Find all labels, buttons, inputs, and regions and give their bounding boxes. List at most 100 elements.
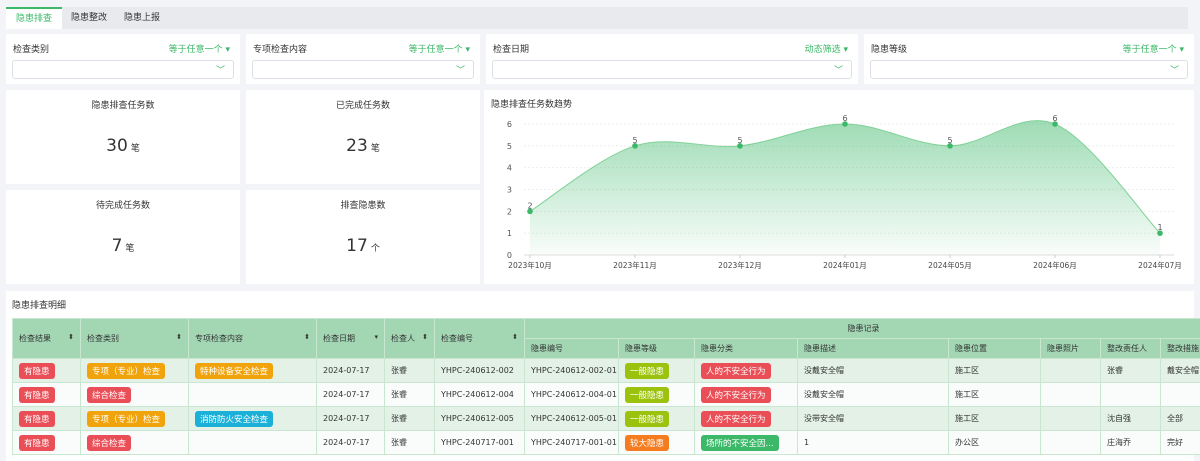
- filter-mode-dropdown[interactable]: 等于任意一个 ▾: [409, 42, 470, 55]
- inspector-cell: 张睿: [385, 431, 435, 455]
- stat-value: 17: [346, 236, 368, 256]
- location-cell: 施工区: [949, 383, 1041, 407]
- measure-cell: 戴安全帽: [1161, 359, 1200, 383]
- x-tick-label: 2024年07月: [1138, 260, 1182, 270]
- photo-cell: [1041, 407, 1101, 431]
- filter-mode-dropdown[interactable]: 等于任意一个 ▾: [169, 42, 230, 55]
- column-header[interactable]: 隐患照片: [1041, 339, 1101, 359]
- column-header[interactable]: 检查人⬍: [385, 319, 435, 359]
- owner-cell: 庄海乔: [1101, 431, 1161, 455]
- column-header[interactable]: 检查编号⬍: [435, 319, 525, 359]
- stat-title: 隐患排查任务数: [6, 98, 240, 111]
- column-header[interactable]: 检查类别⬍: [81, 319, 189, 359]
- tab-hazard-inspection[interactable]: 隐患排查: [6, 7, 62, 29]
- filter-select[interactable]: ﹀: [870, 60, 1188, 79]
- location-cell: 施工区: [949, 407, 1041, 431]
- filter-category: 检查类别 等于任意一个 ▾ ﹀: [6, 34, 240, 84]
- table-row[interactable]: 有隐患 专项（专业）检查 消防防火安全检查 2024-07-17 张睿 YHPC…: [13, 407, 1200, 431]
- sort-icon[interactable]: ⬍: [512, 333, 518, 341]
- type-badge: 人的不安全行为: [701, 363, 771, 379]
- y-tick-label: 1: [507, 229, 512, 238]
- code-cell: YHPC-240612-005: [435, 407, 525, 431]
- result-badge: 有隐患: [19, 387, 55, 403]
- filter-label: 检查类别: [13, 42, 49, 55]
- desc-cell: 没戴安全帽: [798, 383, 949, 407]
- category-badge: 综合检查: [87, 387, 131, 403]
- sort-icon[interactable]: ⬍: [304, 333, 310, 341]
- stat-title: 已完成任务数: [246, 98, 480, 111]
- level-badge: 一般隐患: [625, 387, 669, 403]
- column-header[interactable]: 隐患位置: [949, 339, 1041, 359]
- photo-cell: [1041, 431, 1101, 455]
- measure-cell: 完好: [1161, 431, 1200, 455]
- stat-value: 7: [112, 236, 123, 256]
- hazard-code-cell: YHPC-240612-004-01: [525, 383, 619, 407]
- hazard-code-cell: YHPC-240612-002-01: [525, 359, 619, 383]
- y-tick-label: 3: [507, 186, 512, 195]
- date-cell: 2024-07-17: [317, 407, 385, 431]
- owner-cell: 沈自强: [1101, 407, 1161, 431]
- date-cell: 2024-07-17: [317, 431, 385, 455]
- column-header[interactable]: 专项检查内容⬍: [189, 319, 317, 359]
- result-badge: 有隐患: [19, 435, 55, 451]
- chevron-down-icon: ﹀: [456, 63, 465, 76]
- filter-label: 隐患等级: [871, 42, 907, 55]
- filter-mode-dropdown[interactable]: 等于任意一个 ▾: [1123, 42, 1184, 55]
- filter-select[interactable]: ﹀: [492, 60, 852, 79]
- sort-icon[interactable]: ⬍: [422, 333, 428, 341]
- type-badge: 人的不安全行为: [701, 387, 771, 403]
- y-tick-label: 0: [507, 251, 512, 260]
- column-header[interactable]: 隐患编号: [525, 339, 619, 359]
- column-header[interactable]: 检查日期▾: [317, 319, 385, 359]
- table-row[interactable]: 有隐患 综合检查 2024-07-17 张睿 YHPC-240612-004 Y…: [13, 383, 1200, 407]
- tab-hazard-report[interactable]: 隐患上报: [114, 7, 170, 29]
- filter-select[interactable]: ﹀: [252, 60, 474, 79]
- column-header[interactable]: 隐患描述: [798, 339, 949, 359]
- owner-cell: 张睿: [1101, 359, 1161, 383]
- filter-select[interactable]: ﹀: [12, 60, 234, 79]
- special-content-badge: 消防防火安全检查: [195, 411, 273, 427]
- stat-unit: 笔: [125, 244, 134, 254]
- x-tick-label: 2024年01月: [823, 260, 867, 270]
- column-header[interactable]: 整改责任人: [1101, 339, 1161, 359]
- filter-special-content: 专项检查内容 等于任意一个 ▾ ﹀: [246, 34, 480, 84]
- column-header[interactable]: 隐患分类: [695, 339, 798, 359]
- data-label: 1: [1157, 223, 1162, 232]
- y-tick-label: 2: [507, 207, 512, 216]
- sort-icon[interactable]: ⬍: [176, 333, 182, 341]
- data-label: 6: [842, 114, 847, 123]
- x-tick-label: 2024年06月: [1033, 260, 1077, 270]
- hazard-code-cell: YHPC-240717-001-01: [525, 431, 619, 455]
- column-header[interactable]: 隐患等级: [619, 339, 695, 359]
- stat-value: 23: [346, 136, 368, 156]
- sort-icon[interactable]: ⬍: [68, 333, 74, 341]
- level-badge: 一般隐患: [625, 411, 669, 427]
- stat-unit: 笔: [371, 144, 380, 154]
- inspector-cell: 张睿: [385, 407, 435, 431]
- tab-hazard-rectification[interactable]: 隐患整改: [61, 7, 117, 29]
- data-label: 5: [632, 136, 637, 145]
- code-cell: YHPC-240612-002: [435, 359, 525, 383]
- owner-cell: [1101, 383, 1161, 407]
- inspector-cell: 张睿: [385, 383, 435, 407]
- filter-mode-dropdown[interactable]: 动态筛选 ▾: [805, 42, 848, 55]
- column-header[interactable]: 检查结果⬍: [13, 319, 81, 359]
- column-header[interactable]: 整改措施: [1161, 339, 1200, 359]
- table-row[interactable]: 有隐患 专项（专业）检查 特种设备安全检查 2024-07-17 张睿 YHPC…: [13, 359, 1200, 383]
- category-badge: 综合检查: [87, 435, 131, 451]
- detail-title: 隐患排查明细: [12, 298, 66, 311]
- data-label: 6: [1052, 114, 1057, 123]
- stat-value: 30: [106, 136, 128, 156]
- hazard-code-cell: YHPC-240612-005-01: [525, 407, 619, 431]
- photo-cell: [1041, 359, 1101, 383]
- level-badge: 较大隐患: [625, 435, 669, 451]
- x-tick-label: 2024年05月: [928, 260, 972, 270]
- table-row[interactable]: 有隐患 综合检查 2024-07-17 张睿 YHPC-240717-001 Y…: [13, 431, 1200, 455]
- filter-label: 检查日期: [493, 42, 529, 55]
- code-cell: YHPC-240717-001: [435, 431, 525, 455]
- result-badge: 有隐患: [19, 363, 55, 379]
- date-cell: 2024-07-17: [317, 359, 385, 383]
- sort-desc-icon[interactable]: ▾: [374, 333, 378, 341]
